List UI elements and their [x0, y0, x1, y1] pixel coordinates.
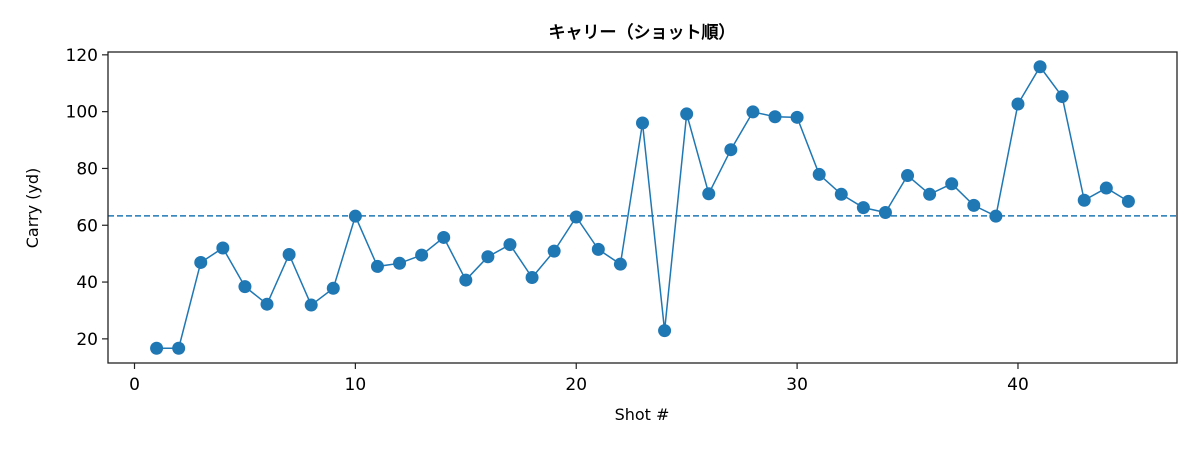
data-point [525, 271, 539, 285]
data-point [901, 169, 915, 183]
data-point [503, 238, 517, 252]
data-point [569, 210, 583, 224]
data-point [216, 241, 230, 255]
data-point [989, 209, 1003, 223]
data-point [172, 341, 186, 355]
chart-title: キャリー（ショット順） [549, 22, 736, 43]
data-point [945, 177, 959, 191]
data-point [702, 187, 716, 201]
data-point [194, 255, 208, 269]
data-point [370, 259, 384, 273]
y-tick-label: 80 [76, 159, 98, 179]
data-point [238, 280, 252, 294]
data-point [326, 281, 340, 295]
data-point [680, 107, 694, 121]
data-point [1055, 90, 1069, 104]
x-tick-label: 40 [1007, 375, 1029, 395]
data-point [393, 256, 407, 270]
data-point [437, 230, 451, 244]
plot-area [107, 51, 1178, 364]
plot-frame [107, 51, 1178, 364]
y-tick-label: 40 [76, 273, 98, 293]
data-point [724, 143, 738, 157]
y-axis-label: Carry (yd) [23, 168, 42, 249]
data-point [348, 209, 362, 223]
data-point [768, 110, 782, 124]
data-point [834, 187, 848, 201]
x-tick-label: 10 [345, 375, 367, 395]
data-point [1121, 194, 1135, 208]
x-tick-label: 30 [786, 375, 808, 395]
data-point [150, 341, 164, 355]
data-point [613, 257, 627, 271]
y-tick-label: 20 [76, 330, 98, 350]
data-point [967, 198, 981, 212]
x-axis: 0 10 20 30 40 [129, 363, 1029, 395]
y-tick-label: 100 [66, 103, 98, 123]
y-tick-label: 120 [66, 46, 98, 66]
data-point [856, 201, 870, 215]
data-point [658, 324, 672, 338]
data-point [459, 273, 473, 287]
x-tick-label: 0 [129, 375, 140, 395]
data-point [923, 187, 937, 201]
data-point [415, 248, 429, 262]
data-point [1033, 60, 1047, 74]
y-axis: 20 40 60 80 100 120 [66, 46, 108, 350]
data-point [1011, 97, 1025, 111]
data-point [481, 250, 495, 264]
data-point [304, 298, 318, 312]
data-point [636, 116, 649, 130]
data-point [1077, 193, 1091, 207]
data-point [878, 205, 892, 219]
data-point [591, 242, 605, 256]
data-point [746, 105, 760, 119]
data-point [1099, 181, 1113, 195]
data-point [260, 297, 274, 311]
y-tick-label: 60 [76, 216, 98, 236]
x-tick-label: 20 [565, 375, 587, 395]
data-point [282, 248, 296, 262]
x-axis-label: Shot # [615, 405, 670, 424]
carry-line [156, 65, 1129, 349]
data-point [812, 167, 826, 181]
data-point [790, 110, 804, 124]
data-point [547, 244, 561, 258]
